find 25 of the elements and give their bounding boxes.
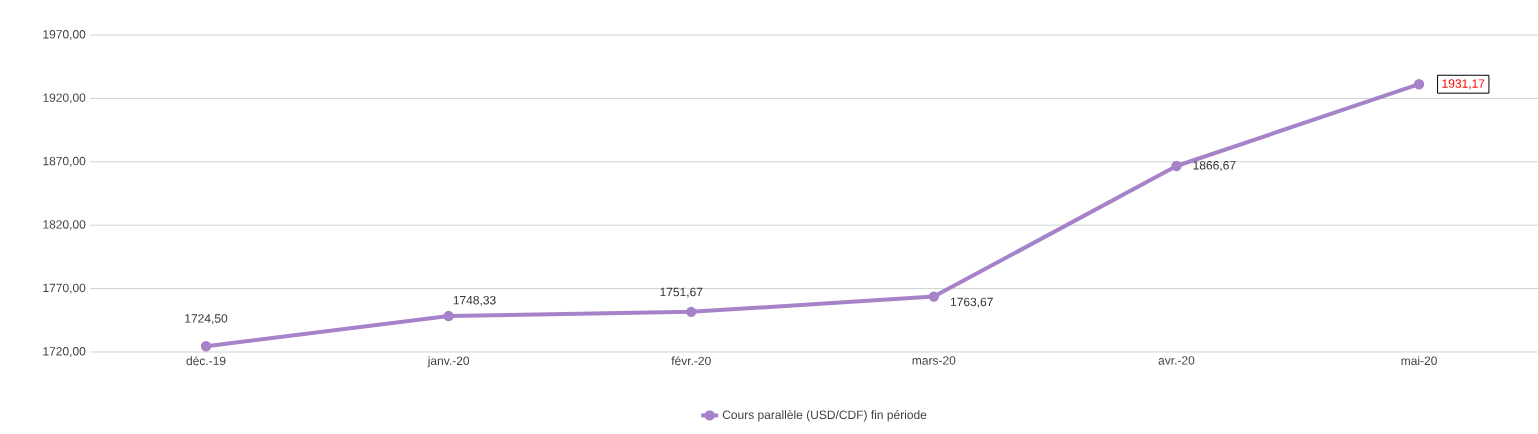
x-tick-label: mars-20	[912, 356, 956, 365]
y-tick-label: 1970,00	[43, 30, 86, 40]
x-tick-label: mai-20	[1401, 356, 1437, 365]
point	[686, 306, 697, 318]
x-tick-label: avr.-20	[1158, 356, 1195, 365]
point	[443, 310, 454, 322]
data-label: 1724,50	[185, 314, 228, 325]
data-label: 1763,67	[950, 297, 993, 308]
x-tick-label: févr.-20	[671, 356, 711, 366]
x-tick-label: déc.-19	[186, 356, 226, 366]
point	[200, 341, 212, 352]
x-tick-label: janv.-20	[427, 356, 470, 368]
data-label: 1866,67	[1193, 161, 1236, 171]
annotation: 1931,17	[1442, 79, 1485, 90]
y-tick-label: 1870,00	[43, 156, 86, 167]
y-tick-label: 1820,00	[43, 220, 86, 231]
y-tick-label: 1770,00	[43, 283, 86, 294]
data-label: 1751,67	[660, 287, 703, 298]
point	[1413, 79, 1425, 90]
data-label: 1748,33	[453, 295, 496, 306]
point	[928, 291, 940, 302]
point	[1171, 160, 1182, 172]
y-tick-label: 1720,00	[43, 347, 86, 357]
legend-label: Cours parallèle (USD/CDF) fin période	[722, 410, 927, 422]
y-tick-label: 1920,00	[43, 93, 86, 104]
